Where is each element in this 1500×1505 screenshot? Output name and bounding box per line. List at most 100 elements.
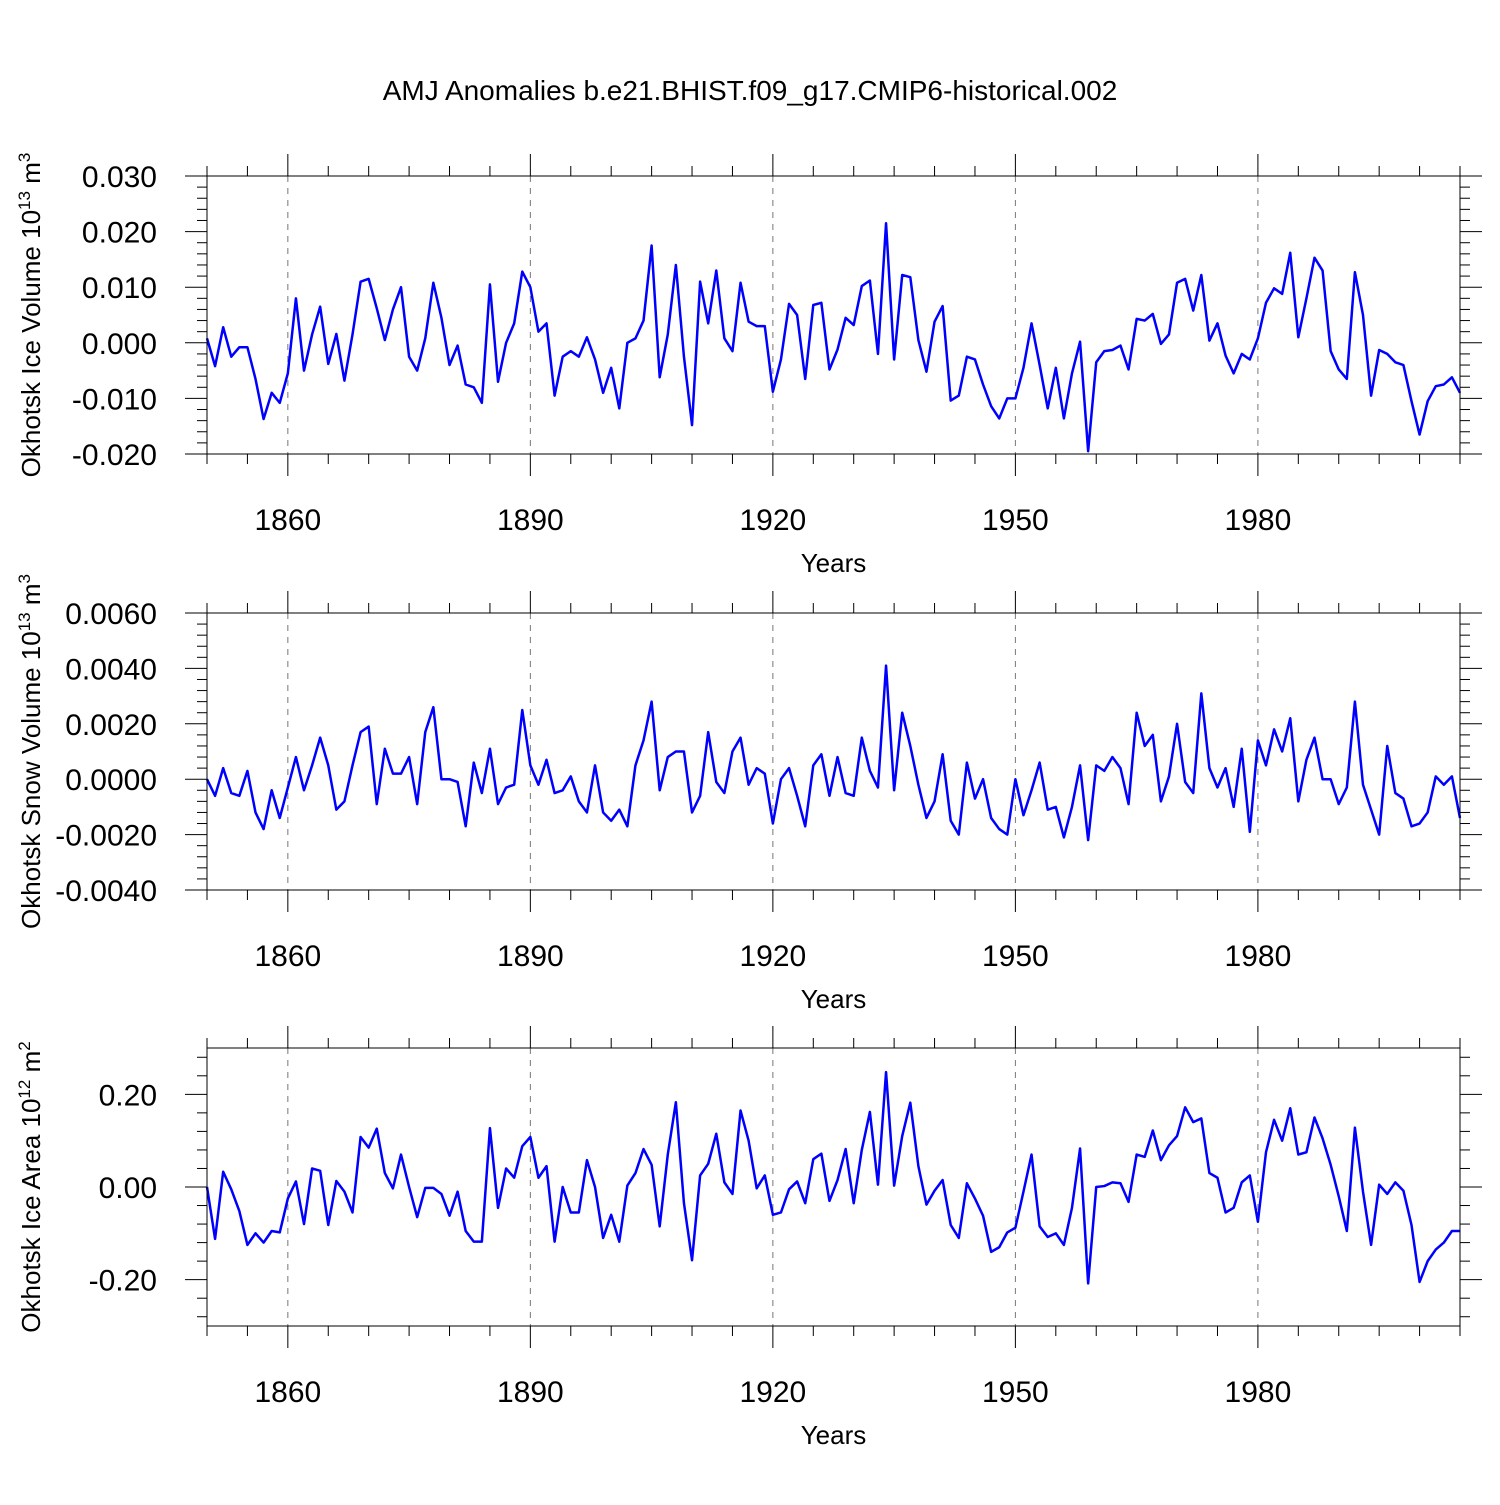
data-point (1103, 770, 1105, 772)
data-point (731, 1193, 734, 1195)
x-tick-label: 1950 (982, 1376, 1049, 1409)
y-tick-label: -0.20 (89, 1265, 157, 1298)
data-point (691, 1259, 693, 1261)
y-tick-label: -0.010 (72, 383, 157, 416)
data-point (804, 378, 806, 380)
data-point (1427, 400, 1429, 402)
data-point (1047, 407, 1049, 410)
x-tick-label: 1980 (1225, 1376, 1292, 1409)
data-point (1402, 364, 1405, 366)
data-point (238, 795, 240, 797)
x-tick-label: 1920 (739, 1376, 806, 1409)
data-point (311, 333, 313, 336)
data-point (925, 1204, 928, 1206)
data-point (861, 285, 863, 287)
data-point (1176, 723, 1178, 725)
data-point (359, 731, 362, 733)
data-point (1063, 417, 1065, 420)
data-point (222, 1171, 224, 1173)
data-point (271, 392, 273, 394)
data-point (1168, 1144, 1170, 1146)
data-point (1030, 789, 1033, 791)
data-point (287, 786, 289, 789)
data-point (1321, 778, 1324, 780)
data-point (537, 331, 540, 333)
data-point (1103, 1185, 1105, 1187)
data-point (1418, 433, 1421, 436)
data-point (651, 701, 653, 703)
data-point (230, 356, 232, 358)
data-point (578, 1211, 580, 1214)
data-point (1378, 1184, 1380, 1186)
data-point (343, 1191, 346, 1193)
data-point (1427, 811, 1429, 814)
data-point (1200, 274, 1202, 276)
data-point (384, 339, 386, 341)
data-point (400, 773, 402, 775)
data-point (1362, 784, 1364, 786)
data-point (659, 1225, 661, 1227)
data-point (1265, 1151, 1267, 1153)
data-point (1249, 831, 1251, 833)
data-point (554, 1241, 556, 1243)
data-point (723, 337, 725, 339)
x-tick-label: 1890 (497, 1376, 564, 1409)
data-point (457, 344, 459, 347)
data-point (1095, 764, 1097, 766)
data-point (958, 395, 960, 397)
data-point (1047, 1236, 1049, 1238)
data-point (667, 1153, 669, 1156)
data-point (877, 786, 879, 789)
data-point (351, 1211, 354, 1214)
data-point (489, 283, 491, 286)
data-point (424, 337, 426, 339)
data-point (1338, 1195, 1340, 1197)
data-point (772, 822, 774, 825)
data-point (432, 1187, 434, 1189)
data-point (214, 365, 216, 367)
data-point (1136, 712, 1138, 714)
plot-frame (206, 1047, 1461, 1327)
data-point (1313, 737, 1316, 739)
data-point (683, 750, 685, 753)
y-tick-label: 0.020 (82, 217, 157, 250)
data-point (295, 1180, 297, 1183)
series-points (206, 665, 1461, 841)
data-point (1233, 806, 1235, 808)
data-point (974, 797, 976, 800)
data-point (1176, 282, 1178, 284)
data-point (1305, 759, 1308, 761)
data-point (562, 789, 564, 791)
data-point (1273, 287, 1275, 289)
data-point (319, 737, 321, 739)
data-point (1249, 1174, 1251, 1177)
axis-ticks (185, 154, 1482, 476)
data-point (1111, 756, 1113, 758)
y-tick-label: 0.010 (82, 272, 157, 305)
data-point (238, 346, 240, 348)
y-axis-label: Okhotsk Ice Volume 1013 m3 (15, 153, 46, 478)
data-point (788, 1188, 790, 1190)
y-axis-label-unit: m (16, 583, 46, 612)
data-point (950, 1224, 952, 1226)
data-point (1427, 1260, 1429, 1262)
data-point (1087, 1282, 1089, 1284)
series-line-snow-volume (205, 664, 1462, 842)
data-point (1233, 372, 1235, 374)
data-point (885, 665, 887, 667)
data-point (1346, 378, 1348, 380)
data-point (1047, 809, 1049, 811)
data-point (1224, 767, 1227, 769)
data-point (1208, 1172, 1210, 1174)
data-point (618, 1241, 620, 1243)
data-point (384, 748, 386, 750)
data-point (642, 1148, 645, 1150)
data-point (400, 1153, 402, 1156)
data-point (1111, 1181, 1113, 1183)
data-point (667, 333, 669, 336)
data-point (376, 307, 378, 309)
data-point (958, 1237, 960, 1239)
data-point (1208, 339, 1210, 342)
data-point (319, 306, 321, 308)
data-point (262, 418, 265, 420)
